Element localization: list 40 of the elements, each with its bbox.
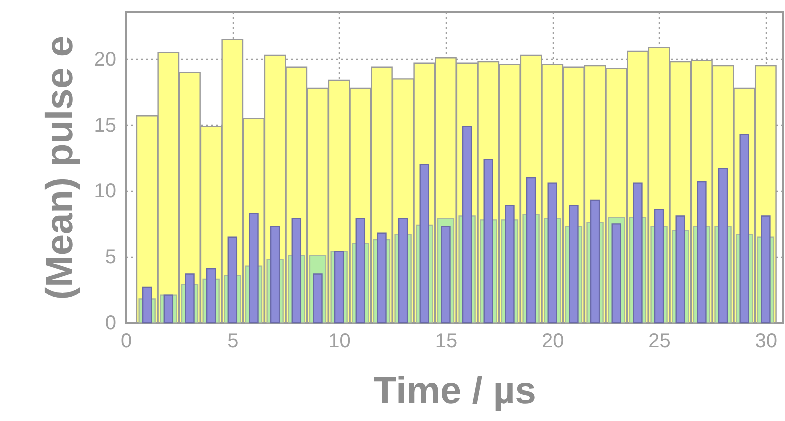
bar [313, 274, 323, 324]
bar [484, 158, 494, 324]
bar [697, 181, 707, 324]
bar [228, 236, 238, 324]
y-tick-label: 5 [105, 246, 116, 269]
x-tick-label: 20 [542, 330, 564, 352]
x-axis-title: Time / µs [374, 370, 536, 412]
x-tick-label: 10 [328, 330, 351, 352]
x-tick-label: 15 [435, 330, 458, 352]
bar [270, 226, 280, 324]
x-tick-label: 5 [228, 330, 239, 352]
bar [569, 205, 579, 324]
bar [526, 177, 536, 324]
x-tick-label: 0 [120, 330, 132, 352]
x-tick-label: 25 [648, 330, 671, 352]
bar [185, 274, 195, 324]
bar [462, 126, 472, 324]
bar [761, 216, 771, 324]
bar [548, 182, 558, 324]
y-tick-label: 20 [94, 48, 116, 71]
bar [654, 209, 664, 324]
bar [356, 218, 366, 324]
bar [740, 134, 750, 324]
y-axis-title: (Mean) pulse e [39, 36, 82, 300]
y-tick-label: 0 [105, 312, 116, 334]
bar [377, 232, 387, 324]
x-tick-label: 30 [755, 330, 778, 352]
y-tick-label: 10 [94, 180, 116, 203]
bar [142, 286, 152, 324]
bar [420, 164, 430, 324]
bar [505, 205, 515, 324]
bar [398, 218, 408, 324]
bar [633, 182, 643, 324]
bar [718, 168, 728, 324]
bar [292, 218, 302, 324]
y-tick-label: 15 [94, 114, 116, 137]
bar [249, 213, 259, 324]
bar [206, 268, 216, 324]
bar [590, 200, 600, 324]
bar [676, 216, 686, 324]
